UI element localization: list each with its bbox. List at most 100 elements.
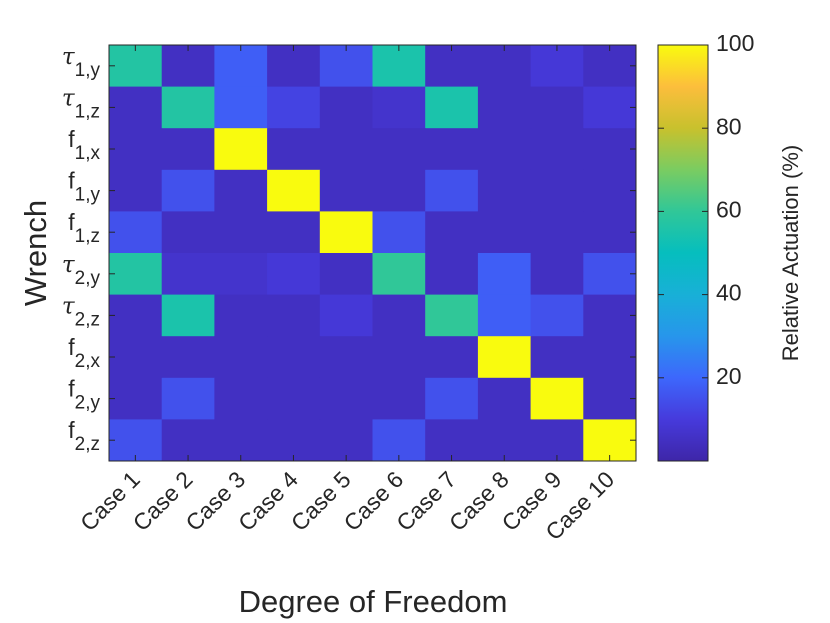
heatmap-cell (109, 211, 163, 254)
heatmap-cell (109, 128, 163, 171)
heatmap-cell (267, 128, 321, 171)
colorbar-tick-label: 20 (716, 363, 742, 389)
y-tick-label: f1,z (68, 209, 100, 247)
y-tick-label: τ2,y (62, 252, 101, 289)
heatmap-cell (530, 86, 584, 129)
heatmap-cell (477, 45, 532, 88)
y-tick-subscript: 1,z (75, 226, 100, 247)
heatmap-cell (319, 294, 373, 337)
x-axis-title: Degree of Freedom (239, 584, 508, 619)
heatmap-cells (109, 45, 637, 462)
y-tick-subscript: 1,y (75, 60, 101, 81)
heatmap-cell (109, 86, 163, 129)
heatmap-cell (109, 294, 163, 337)
heatmap-cell (583, 211, 637, 254)
heatmap-cell (214, 294, 268, 337)
y-tick-label: τ1,z (62, 85, 100, 122)
heatmap-cell (161, 86, 215, 129)
heatmap-cell (530, 169, 584, 212)
heatmap-cell (425, 336, 479, 379)
y-tick-label: f2,y (68, 376, 100, 414)
heatmap-cell (161, 377, 215, 420)
heatmap-cell (267, 211, 321, 254)
heatmap-cell (319, 377, 373, 420)
heatmap-cell (477, 128, 532, 171)
heatmap-cell (372, 169, 426, 212)
heatmap-cell (583, 128, 637, 171)
y-tick-subscript: 1,y (75, 185, 101, 206)
heatmap-cell (267, 377, 321, 420)
colorbar-tick-label: 60 (716, 196, 742, 222)
heatmap-cell (319, 253, 373, 296)
heatmap-cell (477, 253, 532, 296)
y-tick-symbol: f (68, 168, 75, 194)
heatmap-cell (372, 419, 426, 462)
heatmap-cell (267, 294, 321, 337)
heatmap-cell (161, 253, 215, 296)
heatmap-cell (161, 211, 215, 254)
heatmap-cell (267, 336, 321, 379)
heatmap-cell (319, 336, 373, 379)
heatmap-cell (425, 294, 479, 337)
colorbar-label: Relative Actuation (%) (778, 145, 803, 361)
heatmap-cell (214, 86, 268, 129)
y-axis-title: Wrench (18, 200, 53, 306)
heatmap-cell (267, 86, 321, 129)
y-tick-label: τ1,y (62, 44, 101, 81)
heatmap-cell (425, 169, 479, 212)
heatmap-cell (319, 128, 373, 171)
heatmap-cell (319, 211, 373, 254)
heatmap-cell (583, 336, 637, 379)
heatmap-cell (161, 128, 215, 171)
heatmap-cell (583, 253, 637, 296)
heatmap-cell (214, 45, 268, 88)
heatmap-cell (530, 419, 584, 462)
heatmap-cell (109, 377, 163, 420)
heatmap-cell (109, 336, 163, 379)
plot-frame (108, 44, 637, 462)
heatmap-cell (161, 169, 215, 212)
heatmap-cell (109, 45, 163, 88)
heatmap-cell (583, 45, 637, 88)
heatmap-cell (214, 377, 268, 420)
heatmap-cell (530, 128, 584, 171)
heatmap-cell (109, 419, 163, 462)
heatmap-cell (530, 211, 584, 254)
heatmap-cell (267, 253, 321, 296)
colorbar-tick-label: 80 (716, 113, 742, 139)
heatmap-cell (425, 253, 479, 296)
heatmap-cell (161, 419, 215, 462)
heatmap-cell (109, 169, 163, 212)
heatmap-cell (214, 419, 268, 462)
heatmap-cell (530, 377, 584, 420)
heatmap-cell (372, 45, 426, 88)
heatmap-cell (477, 419, 532, 462)
heatmap-cell (372, 253, 426, 296)
heatmap-cell (425, 377, 479, 420)
heatmap-cell (583, 419, 637, 462)
heatmap-cell (583, 377, 637, 420)
heatmap-cell (267, 169, 321, 212)
y-tick-symbol: f (68, 126, 75, 152)
heatmap-cell (214, 211, 268, 254)
heatmap-cell (372, 377, 426, 420)
y-tick-symbol: τ (62, 252, 76, 278)
heatmap-cell (477, 169, 532, 212)
y-tick-subscript: 2,y (75, 393, 101, 414)
y-tick-symbol: τ (62, 44, 76, 70)
y-tick-subscript: 2,y (75, 268, 101, 289)
heatmap-cell (477, 86, 532, 129)
heatmap-cell (161, 45, 215, 88)
heatmap-cell (161, 336, 215, 379)
y-tick-subscript: 2,z (75, 309, 100, 330)
heatmap-cell (319, 86, 373, 129)
heatmap-cell (372, 294, 426, 337)
y-tick-symbol: f (68, 417, 75, 443)
heatmap-cell (319, 169, 373, 212)
axis-ticks (109, 45, 636, 461)
y-tick-label: f1,y (68, 168, 100, 206)
heatmap-cell (477, 211, 532, 254)
heatmap-cell (477, 377, 532, 420)
